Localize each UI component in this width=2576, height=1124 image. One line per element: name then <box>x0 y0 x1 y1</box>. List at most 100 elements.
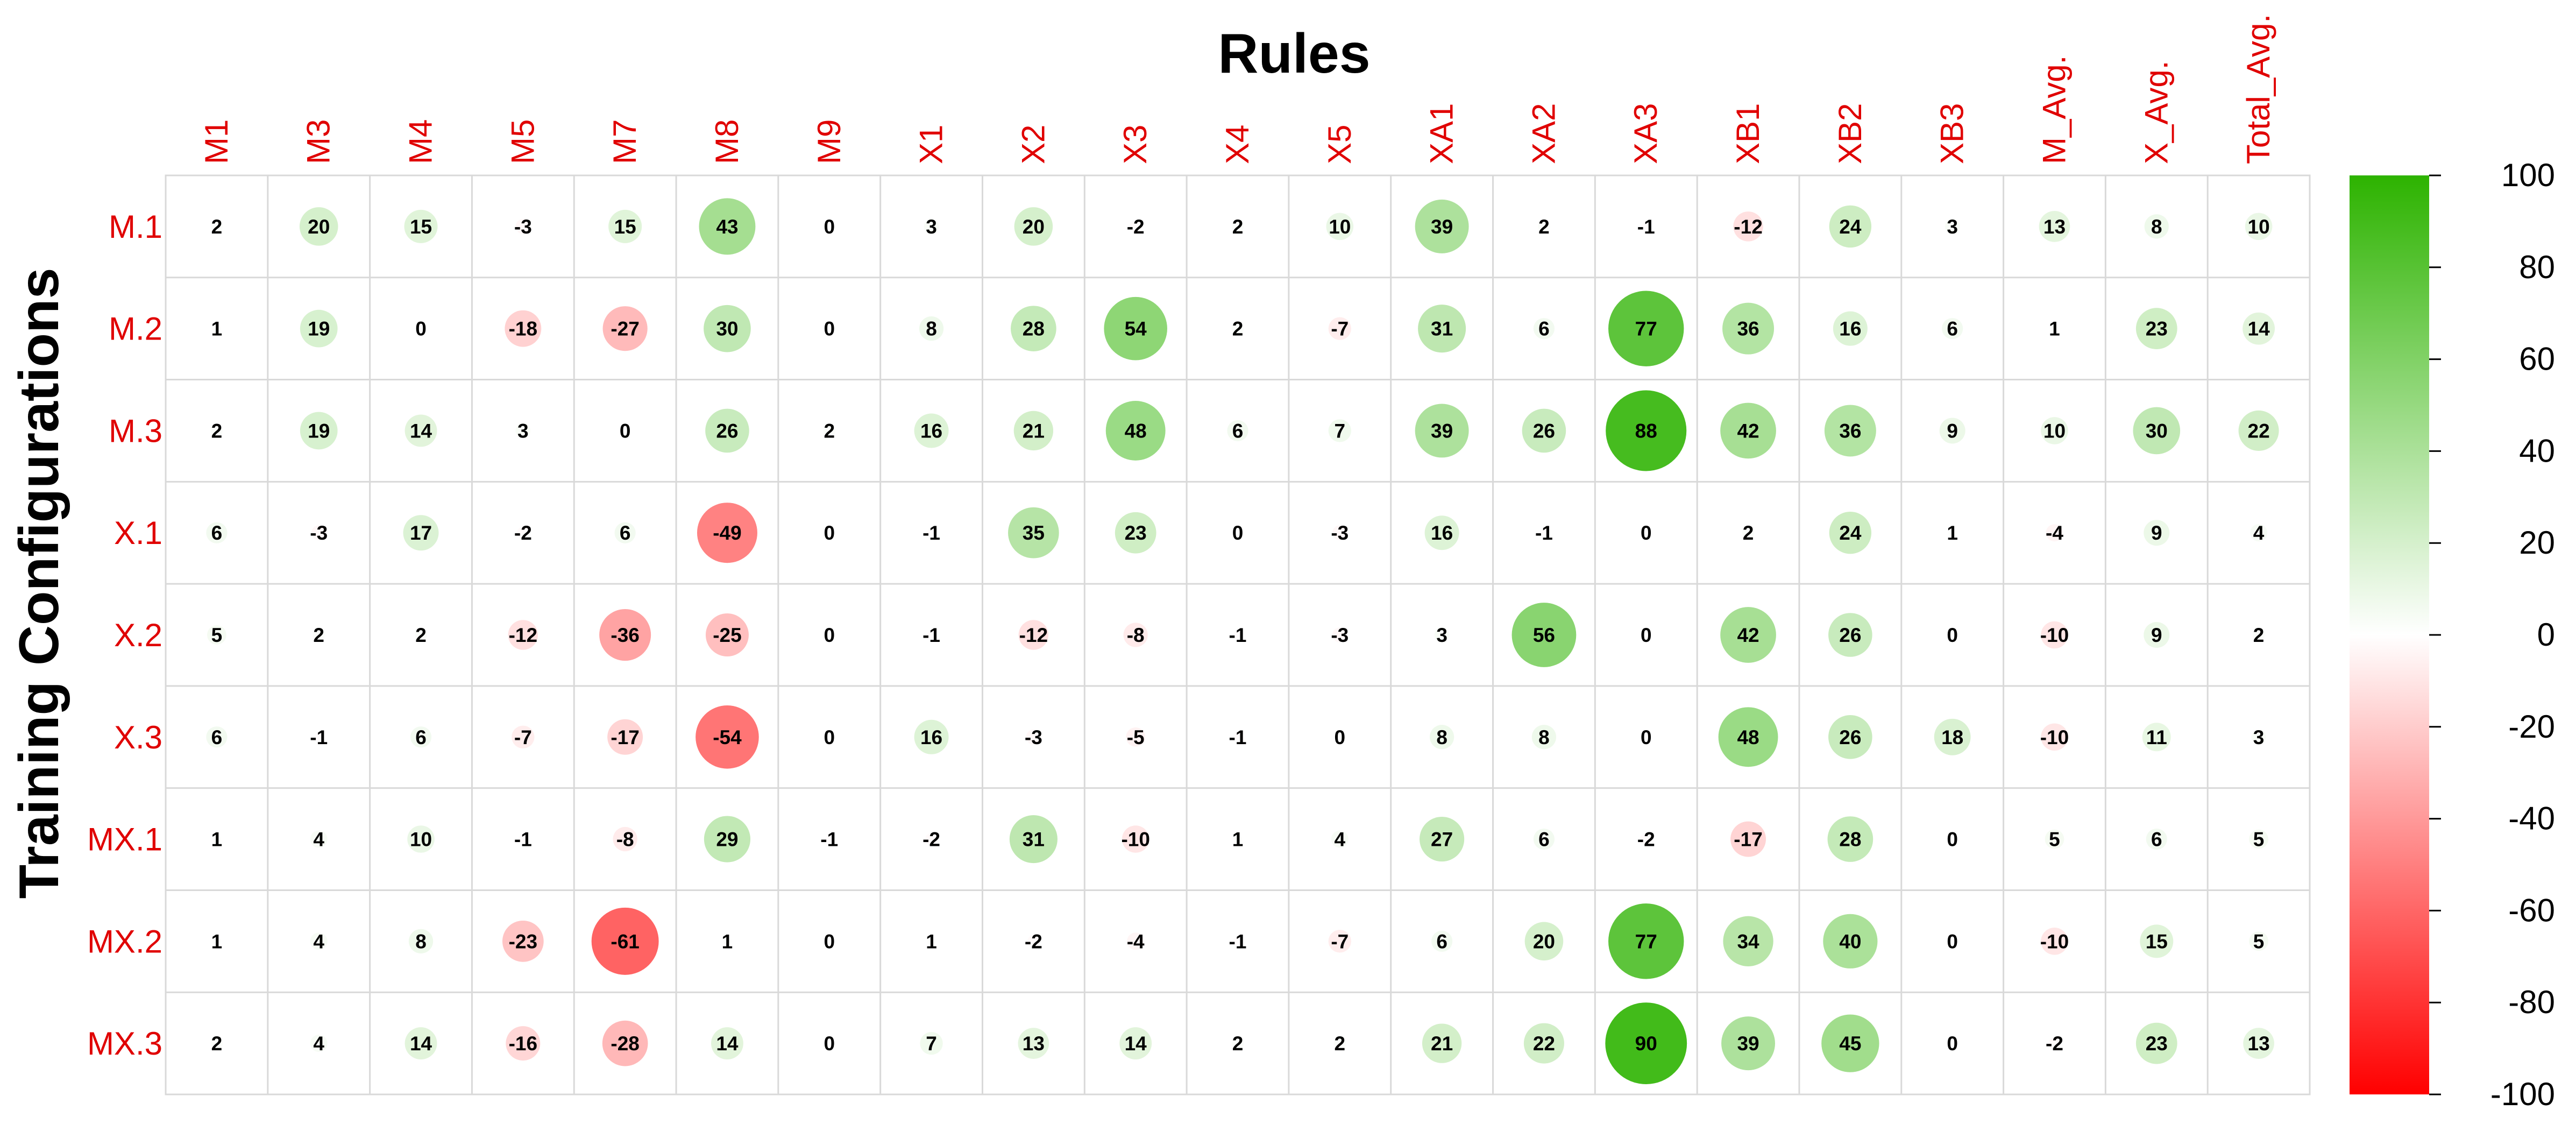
cell-circle <box>2041 621 2068 649</box>
cell-value: 2 <box>211 216 223 238</box>
cell-value: 19 <box>308 318 330 340</box>
cell-circle <box>311 525 327 541</box>
cell-circle <box>405 1027 437 1060</box>
column-label: XA2 <box>1525 103 1562 164</box>
cell-circle <box>210 425 223 437</box>
colorbar-tick-label: 40 <box>2519 433 2555 469</box>
cell-circle <box>1539 528 1549 538</box>
cell-value: 30 <box>2146 420 2168 442</box>
cell-value: 0 <box>1641 624 1652 646</box>
cell-value: -1 <box>310 726 328 748</box>
row-label: MX.3 <box>87 1026 162 1062</box>
cell-value: 0 <box>1641 522 1652 544</box>
cell-circle <box>1608 291 1684 366</box>
cell-value: 26 <box>1839 624 1861 646</box>
cell-value: 0 <box>824 318 835 340</box>
cell-value: 54 <box>1125 318 1147 340</box>
cell-value: -1 <box>1229 930 1247 952</box>
cell-value: -12 <box>1019 624 1048 646</box>
cell-value: -12 <box>1734 216 1762 238</box>
cell-circle <box>2046 524 2063 542</box>
cell-value: -3 <box>1331 522 1349 544</box>
cell-value: 8 <box>415 930 427 952</box>
cell-circle <box>696 705 759 769</box>
cell-value: 2 <box>313 624 324 646</box>
cell-circle <box>1018 1028 1049 1059</box>
cell-value: -8 <box>1127 624 1145 646</box>
cell-circle <box>1104 296 1167 360</box>
cell-circle <box>1538 220 1550 233</box>
cell-circle <box>1829 205 1872 248</box>
cell-circle <box>1531 725 1557 750</box>
cell-circle <box>2245 213 2273 241</box>
column-label: X2 <box>1015 125 1051 164</box>
cell-circle <box>310 830 328 848</box>
cell-circle <box>1013 411 1054 451</box>
cell-value: 45 <box>1839 1033 1861 1055</box>
cell-value: -23 <box>509 930 537 952</box>
cell-circle <box>2252 628 2265 641</box>
cell-value: 0 <box>824 726 835 748</box>
cell-value: 8 <box>926 318 937 340</box>
cell-circle <box>1828 715 1872 759</box>
cell-value: 7 <box>926 1033 937 1055</box>
cell-circle <box>313 628 325 641</box>
cell-circle <box>1122 825 1149 853</box>
cell-circle <box>1533 318 1555 340</box>
cell-circle <box>1431 930 1453 952</box>
cell-value: 3 <box>1436 624 1447 646</box>
cell-value: 8 <box>1436 726 1447 748</box>
cell-value: 3 <box>1947 216 1958 238</box>
cell-value: 21 <box>1023 420 1045 442</box>
cell-circle <box>299 207 338 246</box>
cell-value: -1 <box>1535 522 1553 544</box>
cell-circle <box>1718 707 1778 767</box>
cell-value: 1 <box>211 930 223 952</box>
column-label: M7 <box>607 119 643 164</box>
cell-value: 0 <box>1947 930 1958 952</box>
cell-value: -2 <box>514 522 532 544</box>
cell-value: 48 <box>1125 420 1147 442</box>
cell-circle <box>517 526 529 539</box>
cell-circle <box>1833 311 1868 346</box>
cell-value: -3 <box>1025 726 1042 748</box>
cell-value: 6 <box>211 522 223 544</box>
cell-circle <box>1934 718 1971 755</box>
cell-circle <box>1720 402 1776 459</box>
cell-value: 28 <box>1839 829 1861 851</box>
cell-value: 1 <box>2049 318 2060 340</box>
cell-circle <box>1233 631 1242 639</box>
cell-value: 27 <box>1431 829 1453 851</box>
cell-circle <box>591 907 659 975</box>
column-label: M4 <box>403 119 439 164</box>
cell-value: 15 <box>2146 930 2168 952</box>
row-labels: M.1 M.2 M.3 X.1 X.2 X.3 MX.1 MX.2 MX.3 <box>87 209 162 1062</box>
cell-value: 39 <box>1431 216 1453 238</box>
cell-circle <box>1008 507 1059 559</box>
cell-circle <box>927 528 936 538</box>
cell-value: 1 <box>1947 522 1958 544</box>
cell-circle <box>1018 620 1049 650</box>
cell-circle <box>1115 512 1156 554</box>
cell-circle <box>2133 407 2181 455</box>
cell-circle <box>602 1020 648 1066</box>
cell-circle <box>1533 828 1555 850</box>
cell-circle <box>2243 312 2275 345</box>
cell-value: 13 <box>1023 1033 1045 1055</box>
cell-value: -1 <box>1637 216 1655 238</box>
cell-value: -17 <box>1734 829 1762 851</box>
cell-value: 2 <box>1232 318 1244 340</box>
cell-value: 16 <box>920 420 942 442</box>
cell-value: 14 <box>410 420 432 442</box>
cell-circle <box>1331 830 1349 848</box>
colorbar-tick-label: 60 <box>2519 341 2555 377</box>
cell-value: 2 <box>1538 216 1550 238</box>
cell-circle <box>206 726 228 748</box>
cell-circle <box>914 413 949 448</box>
cell-circle <box>2135 308 2177 350</box>
cell-value: 3 <box>926 216 937 238</box>
cell-value: 36 <box>1839 420 1861 442</box>
cell-circle <box>1742 526 1755 539</box>
cell-value: 0 <box>1232 522 1244 544</box>
cell-value: 2 <box>1232 1033 1244 1055</box>
